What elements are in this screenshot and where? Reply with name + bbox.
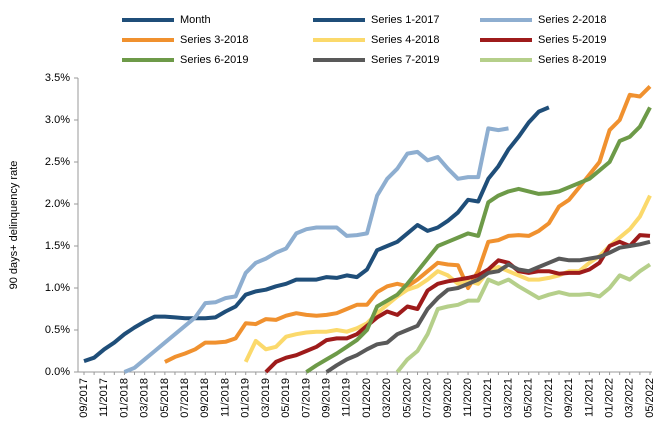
x-tick-label: 09/2020 — [442, 378, 454, 418]
y-tick-label: 1.5% — [45, 240, 70, 252]
x-tick-label: 01/2018 — [118, 378, 130, 418]
series-line — [305, 106, 652, 374]
x-tick-label: 05/2022 — [644, 378, 654, 418]
x-tick-label: 07/2018 — [179, 378, 191, 418]
x-tick-label: 01/2021 — [482, 378, 494, 418]
x-tick-label: 11/2018 — [219, 378, 231, 417]
series-line — [243, 194, 652, 363]
series-line — [395, 262, 652, 374]
x-tick-label: 07/2021 — [543, 378, 555, 418]
series-line — [123, 126, 509, 374]
x-tick-label: 03/2018 — [139, 378, 151, 418]
legend-label: Series 4-2018 — [371, 34, 440, 46]
legend-label: Series 7-2019 — [371, 54, 440, 66]
y-tick-label: 0.0% — [45, 366, 70, 378]
x-tick-label: 11/2021 — [583, 378, 595, 417]
legend-label: Series 8-2019 — [538, 54, 607, 66]
y-axis-label: 90 days+ delinquency rate — [8, 161, 20, 290]
series-line — [83, 105, 550, 363]
legend-label: Series 6-2019 — [180, 54, 249, 66]
y-tick-label: 3.0% — [45, 114, 70, 126]
x-tick-label: 01/2022 — [603, 378, 615, 418]
x-tick-label: 01/2020 — [361, 378, 373, 418]
y-tick-label: 1.0% — [45, 282, 70, 294]
series-line — [164, 84, 652, 364]
x-tick-label: 05/2019 — [280, 378, 292, 418]
y-tick-label: 3.5% — [45, 72, 70, 84]
x-tick-label: 09/2018 — [199, 378, 211, 418]
legend-label: Month — [180, 14, 211, 26]
x-tick-label: 03/2021 — [502, 378, 514, 418]
x-tick-label: 01/2019 — [240, 378, 252, 418]
legend-label: Series 3-2018 — [180, 34, 249, 46]
x-tick-label: 11/2020 — [462, 378, 474, 417]
x-tick-label: 05/2020 — [401, 378, 413, 418]
x-tick-label: 05/2018 — [159, 378, 171, 418]
x-tick-label: 03/2020 — [381, 378, 393, 418]
legend-label: Series 1-2017 — [371, 14, 440, 26]
series-line — [325, 239, 651, 374]
x-tick-label: 03/2022 — [624, 378, 636, 418]
y-tick-label: 2.0% — [45, 198, 70, 210]
x-tick-label: 09/2017 — [78, 378, 90, 418]
x-tick-label: 09/2021 — [563, 378, 575, 418]
x-tick-label: 05/2021 — [523, 378, 535, 418]
x-tick-label: 07/2019 — [300, 378, 312, 418]
x-tick-label: 11/2017 — [98, 378, 110, 417]
y-tick-label: 2.5% — [45, 156, 70, 168]
x-tick-label: 11/2019 — [341, 378, 353, 417]
x-tick-label: 03/2019 — [260, 378, 272, 418]
series-line — [264, 233, 651, 374]
y-tick-label: 0.5% — [45, 324, 70, 336]
x-tick-label: 09/2019 — [320, 378, 332, 418]
x-tick-label: 07/2020 — [422, 378, 434, 418]
legend-label: Series 2-2018 — [538, 14, 607, 26]
legend-label: Series 5-2019 — [538, 34, 607, 46]
